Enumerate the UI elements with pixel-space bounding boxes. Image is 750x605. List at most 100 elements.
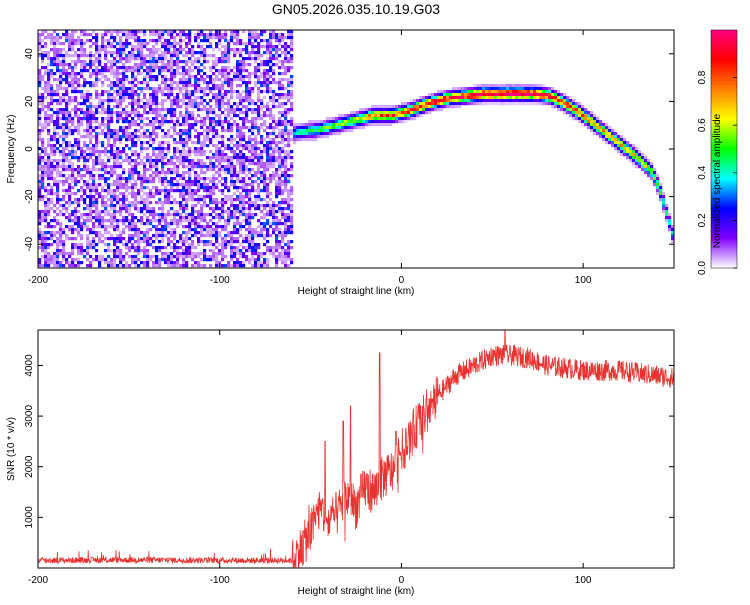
spectrogram-cell	[221, 51, 225, 55]
spectrogram-cell	[65, 105, 69, 109]
spectrogram-cell	[239, 99, 243, 103]
spectrogram-cell	[113, 150, 117, 154]
spectrogram-cell	[92, 150, 96, 154]
spectrogram-cell	[134, 264, 138, 268]
spectrogram-cell	[239, 177, 243, 181]
spectrogram-cell	[65, 51, 69, 55]
spectrogram-cell	[65, 78, 69, 82]
spectrogram-cell	[101, 117, 105, 121]
spectrogram-cell	[536, 87, 540, 91]
spectrogram-cell	[230, 216, 234, 220]
spectrogram-cell	[107, 84, 111, 88]
spectrogram-cell	[191, 162, 195, 166]
spectrogram-cell	[125, 75, 129, 79]
spectrogram-cell	[113, 36, 117, 40]
spectrogram-cell	[92, 114, 96, 118]
spectrogram-cell	[170, 69, 174, 73]
spectrogram-cell	[488, 90, 492, 94]
spectrogram-cell	[194, 198, 198, 202]
spectrogram-cell	[209, 108, 213, 112]
spectrogram-cell	[236, 189, 240, 193]
spectrogram-cell	[209, 87, 213, 91]
spectrogram-cell	[221, 66, 225, 70]
spectrogram-cell	[275, 246, 279, 250]
spectrogram-cell	[38, 261, 42, 265]
spectrogram-cell	[272, 114, 276, 118]
spectrogram-cell	[257, 33, 261, 37]
spectrogram-cell	[473, 90, 477, 94]
spectrogram-cell	[425, 111, 429, 115]
spectrogram-cell	[173, 99, 177, 103]
spectrogram-cell	[221, 81, 225, 85]
spectrogram-cell	[263, 198, 267, 202]
spectrogram-cell	[95, 36, 99, 40]
spectrogram-cell	[155, 264, 159, 268]
spectrogram-cell	[191, 189, 195, 193]
spectrogram-cell	[137, 30, 141, 34]
spectrogram-cell	[239, 63, 243, 67]
spectrogram-cell	[161, 180, 165, 184]
spectrogram-cell	[206, 213, 210, 217]
spectrogram-cell	[170, 180, 174, 184]
spectrogram-cell	[86, 33, 90, 37]
spectrogram-cell	[122, 42, 126, 46]
spectrogram-cell	[239, 51, 243, 55]
spectrogram-cell	[95, 111, 99, 115]
spectrogram-cell	[98, 162, 102, 166]
spectrogram-cell	[251, 132, 255, 136]
spectrogram-cell	[125, 246, 129, 250]
spectrogram-cell	[152, 162, 156, 166]
spectrogram-cell	[248, 33, 252, 37]
spectrogram-cell	[173, 102, 177, 106]
spectrogram-cell	[230, 195, 234, 199]
spectrogram-cell	[170, 168, 174, 172]
spectrogram-cell	[53, 231, 57, 235]
spectrogram-cell	[242, 123, 246, 127]
spectrogram-cell	[182, 258, 186, 262]
spectrogram-cell	[224, 78, 228, 82]
spectrogram-cell	[146, 192, 150, 196]
spectrogram-cell	[95, 39, 99, 43]
spectrogram-cell	[527, 93, 531, 97]
spectrogram-cell	[56, 195, 60, 199]
spectrogram-cell	[56, 39, 60, 43]
spectrogram-cell	[227, 189, 231, 193]
spectrogram-cell	[107, 42, 111, 46]
spectrogram-cell	[413, 108, 417, 112]
spectrogram-cell	[248, 120, 252, 124]
spectrogram-cell	[257, 147, 261, 151]
spectrogram-cell	[227, 168, 231, 172]
spectrogram-cell	[74, 201, 78, 205]
spectrogram-cell	[254, 75, 258, 79]
spectrogram-cell	[284, 60, 288, 64]
spectrogram-cell	[125, 105, 129, 109]
spectrogram-cell	[224, 264, 228, 268]
spectrogram-cell	[206, 54, 210, 58]
spectrogram-cell	[233, 156, 237, 160]
spectrogram-cell	[77, 228, 81, 232]
spectrogram-cell	[41, 78, 45, 82]
spectrogram-cell	[221, 111, 225, 115]
spectrogram-cell	[89, 156, 93, 160]
spectrogram-cell	[239, 165, 243, 169]
spectrogram-cell	[218, 84, 222, 88]
spectrogram-cell	[137, 123, 141, 127]
spectrogram-cell	[131, 123, 135, 127]
spectrogram-cell	[443, 90, 447, 94]
spectrogram-cell	[173, 237, 177, 241]
spectrogram-cell	[113, 219, 117, 223]
spectrogram-cell	[203, 198, 207, 202]
spectrogram-cell	[398, 108, 402, 112]
spectrogram-cell	[47, 252, 51, 256]
spectrogram-cell	[227, 231, 231, 235]
spectrogram-cell	[284, 258, 288, 262]
spectrogram-cell	[251, 174, 255, 178]
spectrogram-cell	[230, 177, 234, 181]
spectrogram-cell	[221, 183, 225, 187]
spectrogram-cell	[194, 171, 198, 175]
spectrogram-cell	[68, 39, 72, 43]
spectrogram-cell	[179, 87, 183, 91]
spectrogram-cell	[137, 207, 141, 211]
spectrogram-cell	[119, 93, 123, 97]
spectrogram-cell	[44, 84, 48, 88]
